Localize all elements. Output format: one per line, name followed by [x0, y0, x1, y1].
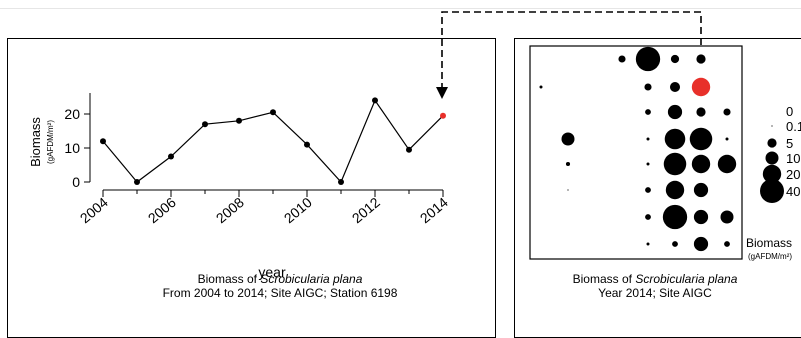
bubble: [696, 54, 706, 64]
y-tick-label: 20: [64, 106, 80, 122]
y-tick-label: 10: [64, 140, 80, 156]
data-point: [134, 179, 140, 185]
bubble: [565, 161, 571, 167]
timeseries-chart: 0 10 20 2004 2006 2008 2010 2012 2014: [64, 93, 451, 226]
data-point: [304, 141, 310, 148]
map-frame: [529, 45, 743, 260]
legend-label: 10: [786, 151, 800, 166]
data-point: [270, 109, 276, 116]
legend-unit: (gAFDM/m²): [748, 252, 792, 261]
legend-bubble: [765, 151, 779, 165]
bubble: [725, 137, 729, 141]
timeseries-caption-line2: From 2004 to 2014; Site AIGC; Station 61…: [162, 286, 398, 300]
data-point: [236, 117, 242, 124]
bubble: [667, 104, 683, 120]
x-tick-label: 2004: [77, 194, 111, 226]
bubble: [693, 209, 709, 225]
bubble: [664, 128, 686, 150]
legend-bubble: [771, 125, 773, 127]
top-divider: [0, 8, 801, 9]
x-tick-label: 2012: [349, 194, 383, 226]
legend-bubble: [767, 138, 777, 148]
x-tick-label: 2008: [213, 194, 247, 226]
connector-dashed-line: [441, 11, 702, 90]
spatial-caption-line2: Year 2014; Site AIGC: [598, 286, 712, 300]
legend-label: 0.1: [786, 119, 801, 134]
bubble: [693, 236, 709, 252]
highlight-point: [440, 112, 446, 119]
bubble: [670, 54, 680, 64]
bubble: [693, 182, 709, 198]
bubble: [724, 241, 730, 247]
timeseries-caption-line1: Biomass of Scrobicularia plana: [197, 272, 363, 286]
x-tick-label: 2006: [145, 194, 179, 226]
legend-label: 40: [786, 184, 800, 199]
bubble: [689, 127, 713, 151]
data-point: [202, 121, 208, 128]
legend-title: Biomass: [746, 236, 792, 250]
x-axis-label: year: [258, 264, 286, 280]
data-point: [168, 153, 174, 160]
data-point: [100, 138, 106, 145]
bubble: [662, 204, 688, 230]
spatial-caption-line1: Biomass of Scrobicularia plana: [572, 272, 738, 286]
data-point: [406, 146, 412, 153]
bubble: [635, 46, 661, 72]
bubble: [717, 154, 737, 174]
legend-bubble: [760, 179, 784, 203]
bubble: [644, 83, 652, 91]
timeseries-panel: [7, 38, 496, 338]
x-tick-label: 2014: [417, 194, 451, 226]
bubble: [645, 109, 651, 115]
spatial-caption: Biomass of Scrobicularia plana Year 2014…: [540, 272, 770, 300]
y-axis-label: Biomass: [28, 117, 43, 167]
data-point: [338, 179, 344, 185]
bubble: [723, 108, 731, 116]
bubble: [567, 189, 569, 191]
legend-label: 20: [786, 167, 800, 182]
bubble: [665, 180, 685, 200]
y-axis-unit: (gAFDM/m²): [46, 120, 55, 164]
bubble: [645, 187, 651, 193]
legend-label: 5: [786, 136, 793, 151]
legend-bubble: [762, 164, 782, 184]
timeseries-caption: Biomass of Scrobicularia plana From 2004…: [120, 272, 440, 300]
connector-arrowhead-icon: [436, 87, 448, 99]
bubble-map-chart: [529, 45, 743, 260]
x-tick-label: 2010: [281, 194, 315, 226]
bubble: [646, 137, 650, 141]
bubble: [672, 241, 678, 247]
bubble: [663, 152, 687, 176]
bubble: [539, 85, 543, 89]
bubble: [669, 81, 681, 93]
bubble: [645, 214, 651, 220]
bubble: [561, 132, 575, 146]
legend-label: 0: [786, 104, 793, 119]
data-point: [372, 97, 378, 104]
bubble: [696, 107, 706, 117]
bubble: [720, 210, 734, 224]
y-tick-label: 0: [72, 174, 80, 190]
highlight-bubble: [691, 77, 711, 97]
bubble: [618, 55, 626, 63]
bubble: [646, 162, 650, 166]
bubble: [646, 242, 650, 246]
bubble: [691, 154, 711, 174]
y-axis-label-group: Biomass (gAFDM/m²): [28, 117, 55, 167]
